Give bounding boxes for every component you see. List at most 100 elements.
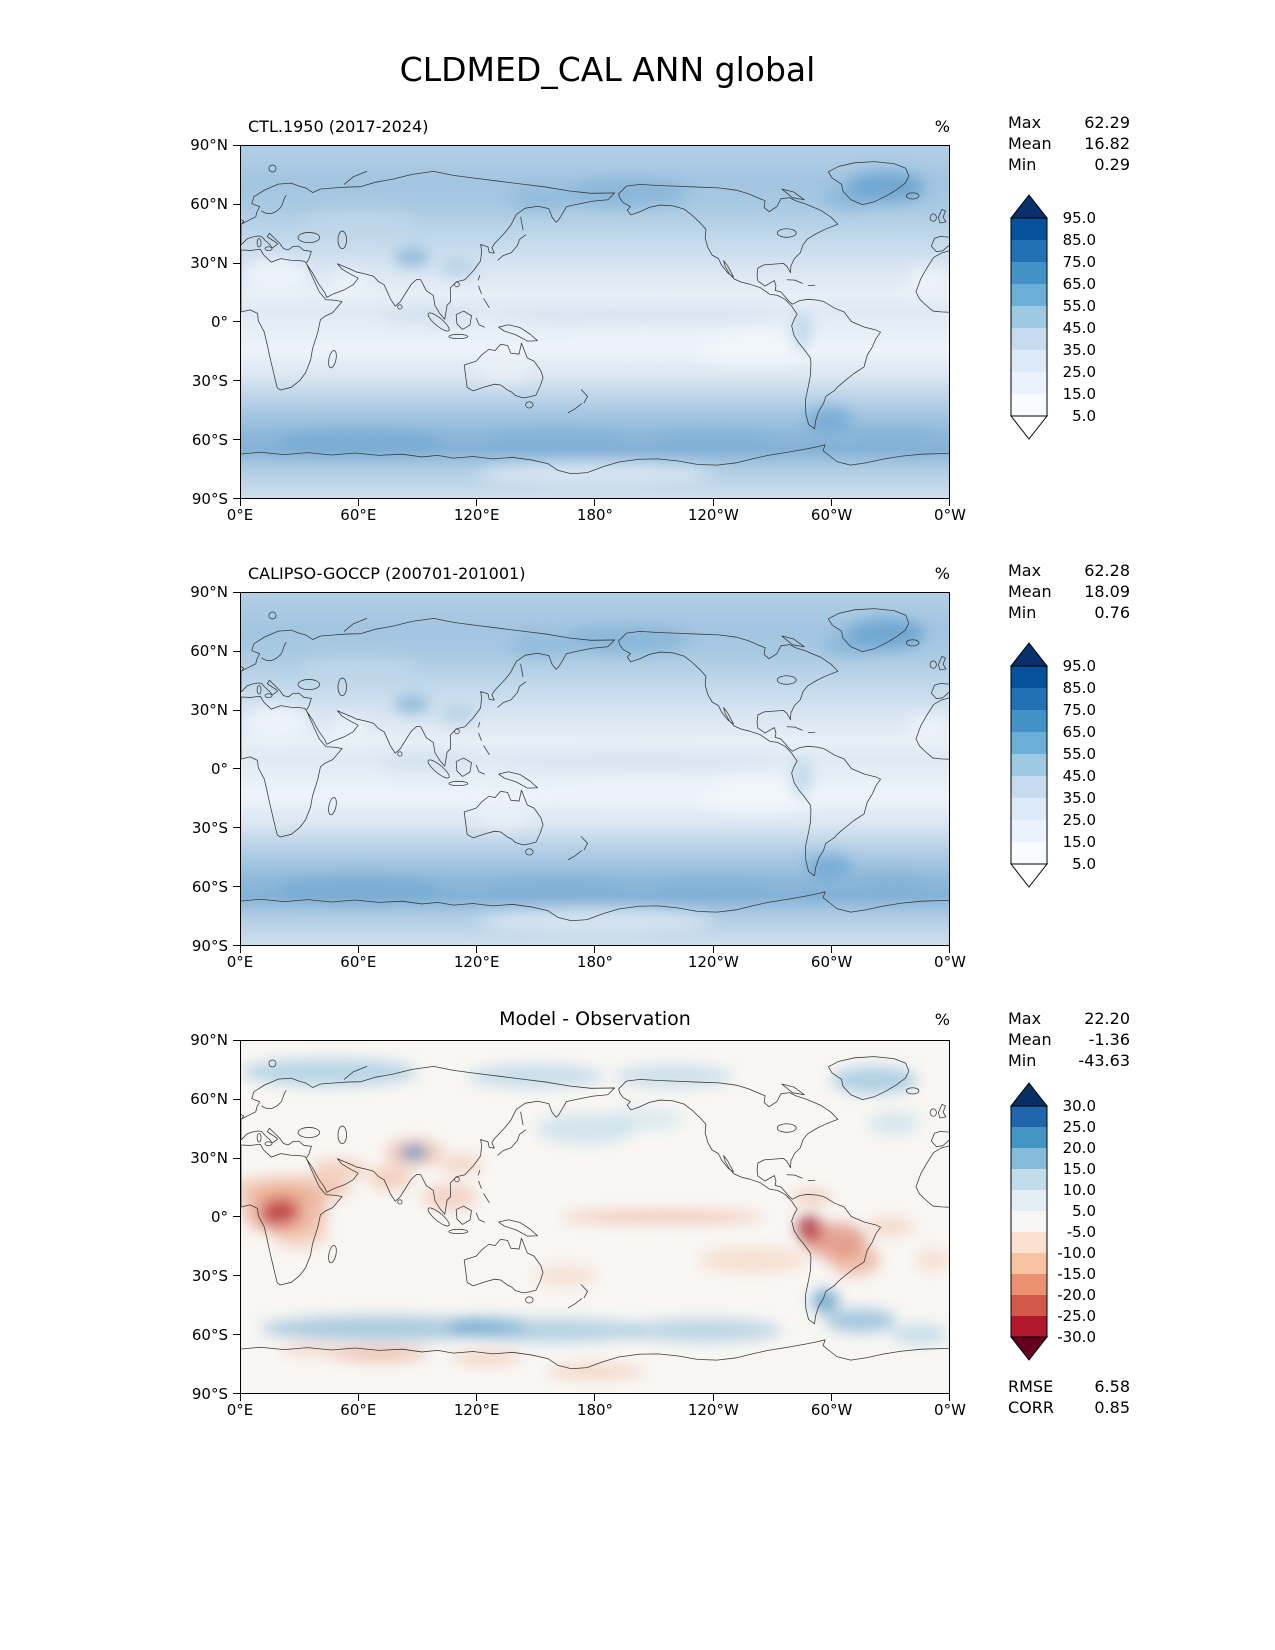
stat-value: 0.29 (1094, 155, 1130, 174)
y-tick-label: 30°N (190, 254, 228, 272)
tick-mark (233, 1392, 240, 1394)
y-tick-label: 30°S (191, 819, 228, 837)
panel-title: Model - Observation (499, 1008, 691, 1030)
colorbar-tick-label: -15.0 (1057, 1265, 1096, 1283)
tick-mark (358, 499, 360, 506)
y-tick-label: 60°N (190, 195, 228, 213)
stat-value: 62.28 (1084, 561, 1130, 580)
stat-value: 22.20 (1084, 1009, 1130, 1028)
stat-label: Min (1008, 155, 1037, 174)
x-tick-label: 0°E (226, 506, 254, 524)
stat-value: 0.76 (1094, 603, 1130, 622)
colorbar-tick-label: 65.0 (1062, 275, 1096, 293)
colorbar-tick-label: 75.0 (1062, 701, 1096, 719)
colorbar-labels: 30.0 25.0 20.0 15.0 10.0 5.0 -5.0 -10.0 -15.0 -20… (1052, 1096, 1096, 1347)
stat-value: 18.09 (1084, 582, 1130, 601)
y-tick-label: 30°S (191, 372, 228, 390)
tick-mark (233, 1040, 240, 1041)
tick-mark (233, 827, 240, 829)
stat-value: -43.63 (1078, 1051, 1130, 1070)
tick-mark (233, 709, 240, 711)
cloud-fraction-field (241, 146, 949, 498)
tick-mark (233, 1098, 240, 1100)
x-axis-labels: 0°E 60°E 120°E 180° 120°W 60°W 0°W (205, 952, 985, 972)
colorbar-labels: 95.0 85.0 75.0 65.0 55.0 45.0 35.0 25.0 15.0 5.0 (1052, 656, 1096, 874)
x-tick-label: 120°W (687, 953, 739, 971)
colorbar-rdbu (1009, 1082, 1050, 1365)
tick-mark (233, 768, 240, 770)
x-tick-label: 180° (576, 953, 614, 971)
stat-value: 16.82 (1084, 134, 1130, 153)
stat-label: Min (1008, 1051, 1037, 1070)
stat-label: Mean (1008, 1030, 1052, 1049)
panel-title: CTL.1950 (2017-2024) (248, 117, 429, 136)
tick-mark (476, 1394, 478, 1401)
y-tick-label: 0° (210, 313, 228, 331)
tick-mark (358, 1394, 360, 1401)
unit-label: % (934, 1010, 950, 1029)
colorbar-tick-label: 85.0 (1062, 231, 1096, 249)
stats-block: Max 62.28 Mean 18.09 Min 0.76 (1008, 560, 1130, 623)
map-model (240, 145, 950, 499)
x-axis-ticks (240, 499, 950, 506)
x-tick-label: 120°E (453, 1401, 500, 1419)
y-tick-label: 60°S (191, 1326, 228, 1344)
x-tick-label: 60°E (340, 953, 377, 971)
x-tick-label: 120°W (687, 506, 739, 524)
colorbar-tick-label: 95.0 (1062, 657, 1096, 675)
x-axis-labels: 0°E 60°E 120°E 180° 120°W 60°W 0°W (205, 1400, 985, 1420)
stat-row: Mean 18.09 (1008, 581, 1130, 602)
colorbar-blues (1009, 642, 1050, 892)
y-axis-ticks (233, 145, 240, 499)
x-tick-label: 60°W (810, 953, 853, 971)
stats-block: Max 62.29 Mean 16.82 Min 0.29 (1008, 112, 1130, 175)
map-observation (240, 592, 950, 946)
tick-mark (712, 499, 714, 506)
colorbar-tick-label: 55.0 (1062, 745, 1096, 763)
y-tick-label: 30°N (190, 1149, 228, 1167)
stat-row: Max 62.28 (1008, 560, 1130, 581)
colorbar-svg (1009, 642, 1049, 888)
stat-label: Mean (1008, 134, 1052, 153)
colorbar-tick-label: 15.0 (1062, 385, 1096, 403)
cloud-fraction-field (241, 593, 949, 945)
y-axis-labels: 90°N 60°N 30°N 0° 30°S 60°S 90°S (146, 582, 228, 956)
y-axis-labels: 90°N 60°N 30°N 0° 30°S 60°S 90°S (146, 1030, 228, 1404)
x-tick-label: 60°E (340, 506, 377, 524)
stat-row: Max 22.20 (1008, 1008, 1130, 1029)
tick-mark (476, 946, 478, 953)
colorbar-tick-label: 45.0 (1062, 767, 1096, 785)
x-axis-labels: 0°E 60°E 120°E 180° 120°W 60°W 0°W (205, 505, 985, 525)
colorbar-tick-label: 5.0 (1072, 407, 1096, 425)
tick-mark (233, 1275, 240, 1277)
y-tick-label: 30°S (191, 1267, 228, 1285)
tick-mark (594, 1394, 596, 1401)
tick-mark (233, 321, 240, 323)
stat-row: Max 62.29 (1008, 112, 1130, 133)
x-tick-label: 120°E (453, 953, 500, 971)
tick-mark (594, 499, 596, 506)
x-tick-label: 180° (576, 506, 614, 524)
panel-title: CALIPSO-GOCCP (200701-201001) (248, 564, 526, 583)
tick-mark (233, 592, 240, 593)
stat-row: Min 0.29 (1008, 154, 1130, 175)
x-axis-ticks (240, 946, 950, 953)
tick-mark (233, 497, 240, 499)
stat-label: RMSE (1008, 1377, 1054, 1396)
colorbar-labels: 95.0 85.0 75.0 65.0 55.0 45.0 35.0 25.0 15.0 5.0 (1052, 208, 1096, 426)
y-tick-label: 60°S (191, 878, 228, 896)
colorbar-tick-label: 10.0 (1062, 1181, 1096, 1199)
x-axis-ticks (240, 1394, 950, 1401)
tick-mark (233, 262, 240, 264)
stat-label: CORR (1008, 1398, 1054, 1417)
y-tick-label: 90°S (191, 1385, 228, 1403)
tick-mark (948, 946, 950, 953)
stat-value: 0.85 (1094, 1398, 1130, 1417)
stat-label: Mean (1008, 582, 1052, 601)
x-tick-label: 0°W (934, 953, 966, 971)
colorbar-tick-label: 95.0 (1062, 209, 1096, 227)
y-axis-ticks (233, 1040, 240, 1394)
tick-mark (233, 650, 240, 652)
x-tick-label: 0°W (934, 1401, 966, 1419)
